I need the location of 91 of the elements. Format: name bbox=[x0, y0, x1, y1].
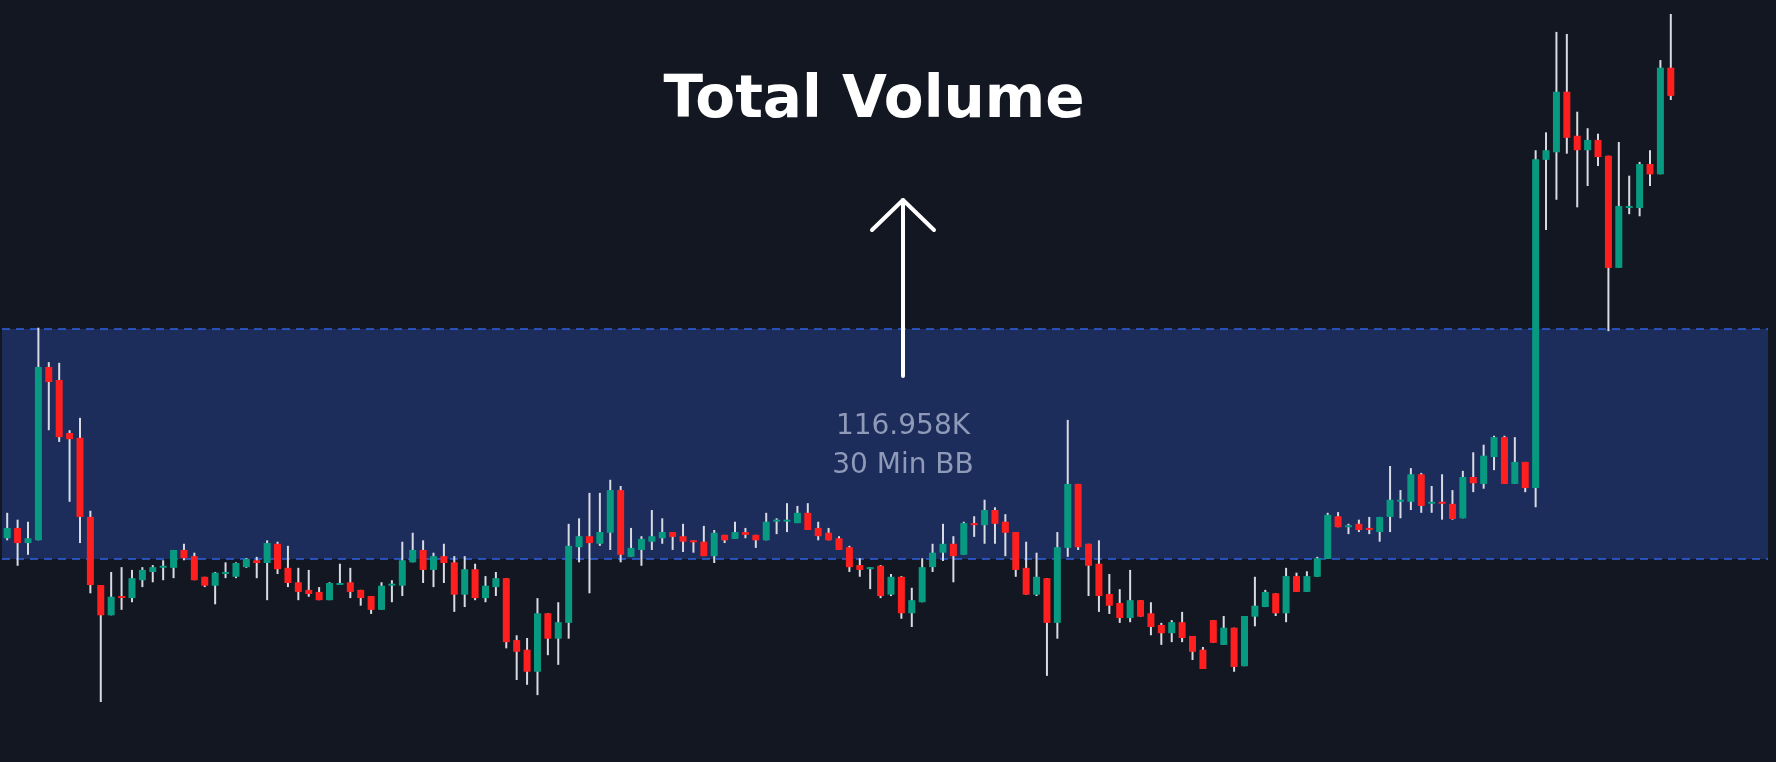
candlestick bbox=[908, 586, 916, 629]
candlestick bbox=[107, 570, 115, 617]
candlestick bbox=[1292, 571, 1300, 593]
candlestick bbox=[991, 506, 999, 545]
candlestick bbox=[409, 531, 417, 564]
candlestick bbox=[575, 517, 583, 564]
candlestick bbox=[1376, 515, 1384, 543]
text: Total Volume bbox=[663, 63, 1085, 132]
candlestick bbox=[1116, 588, 1124, 624]
candlestick bbox=[1396, 489, 1404, 520]
candlestick bbox=[419, 539, 427, 584]
candlestick bbox=[430, 551, 437, 589]
candlestick bbox=[346, 566, 354, 600]
candlestick bbox=[1625, 174, 1633, 216]
candlestick bbox=[762, 511, 770, 542]
candlestick bbox=[1105, 573, 1113, 615]
candlestick bbox=[305, 568, 313, 598]
candlestick bbox=[845, 544, 853, 573]
candlestick bbox=[1469, 451, 1477, 494]
candlestick bbox=[118, 566, 126, 611]
candlestick bbox=[856, 557, 864, 578]
candlestick bbox=[1147, 601, 1155, 637]
candlestick bbox=[1428, 484, 1436, 514]
candlestick bbox=[1542, 131, 1550, 232]
candlestick bbox=[1573, 110, 1581, 209]
candlestick bbox=[253, 555, 261, 580]
candlestick bbox=[1584, 127, 1592, 187]
candlestick bbox=[887, 573, 895, 598]
candlestick bbox=[596, 491, 604, 547]
candlestick bbox=[1511, 436, 1519, 485]
candlestick bbox=[24, 520, 32, 556]
candlestick bbox=[1594, 132, 1602, 168]
candlestick bbox=[679, 522, 687, 554]
candlestick bbox=[585, 491, 593, 595]
candlestick bbox=[1168, 619, 1176, 644]
candlestick bbox=[1220, 615, 1228, 646]
candlestick bbox=[211, 570, 219, 606]
candlestick bbox=[128, 568, 136, 604]
candlestick bbox=[1033, 551, 1041, 598]
candlestick bbox=[3, 511, 11, 542]
candlestick bbox=[939, 522, 947, 562]
candlestick bbox=[783, 502, 791, 534]
candlestick bbox=[336, 562, 344, 585]
candlestick bbox=[658, 517, 666, 545]
candlestick bbox=[170, 548, 178, 580]
candlestick bbox=[1126, 568, 1134, 624]
candlestick bbox=[637, 535, 645, 567]
candlestick bbox=[1490, 434, 1498, 472]
candlestick bbox=[1085, 542, 1093, 598]
candlestick bbox=[814, 520, 822, 542]
candlestick bbox=[1303, 570, 1311, 593]
candlestick bbox=[492, 570, 500, 598]
candlestick bbox=[284, 544, 292, 589]
candlestick bbox=[1157, 621, 1165, 646]
candlestick bbox=[440, 542, 448, 584]
candlestick bbox=[159, 559, 167, 582]
annotation: 30 Min BB bbox=[832, 447, 974, 481]
candlestick bbox=[138, 566, 146, 589]
candlestick bbox=[1438, 473, 1446, 521]
candlestick bbox=[513, 634, 521, 681]
annotation: 116.958K bbox=[835, 408, 971, 442]
candlestick bbox=[700, 524, 708, 558]
candlestick bbox=[929, 542, 937, 573]
candlestick bbox=[1189, 634, 1197, 662]
candlestick bbox=[1646, 149, 1654, 187]
candlestick bbox=[1178, 610, 1186, 644]
candlestick bbox=[1386, 465, 1394, 534]
candlestick bbox=[1448, 489, 1456, 521]
candlestick bbox=[523, 637, 531, 686]
candlestick bbox=[1313, 555, 1321, 578]
candlestick bbox=[481, 575, 489, 604]
candlestick bbox=[388, 579, 396, 604]
candlestick bbox=[554, 601, 562, 666]
candlestick bbox=[66, 429, 74, 503]
candlestick bbox=[627, 526, 635, 558]
candlestick bbox=[1199, 645, 1207, 670]
candlestick bbox=[710, 529, 718, 565]
candlestick bbox=[970, 515, 978, 538]
candlestick bbox=[14, 518, 22, 567]
candlestick bbox=[648, 509, 656, 551]
candlestick bbox=[1209, 619, 1217, 644]
candlestick bbox=[866, 566, 874, 591]
candlestick bbox=[981, 498, 989, 545]
candlestick bbox=[804, 502, 812, 531]
candlestick bbox=[1272, 592, 1280, 617]
candlestick bbox=[294, 566, 302, 602]
candlestick bbox=[1001, 513, 1009, 558]
candlestick bbox=[949, 535, 957, 584]
candlestick bbox=[45, 361, 53, 432]
candlestick bbox=[263, 539, 271, 602]
candlestick bbox=[1251, 575, 1259, 628]
